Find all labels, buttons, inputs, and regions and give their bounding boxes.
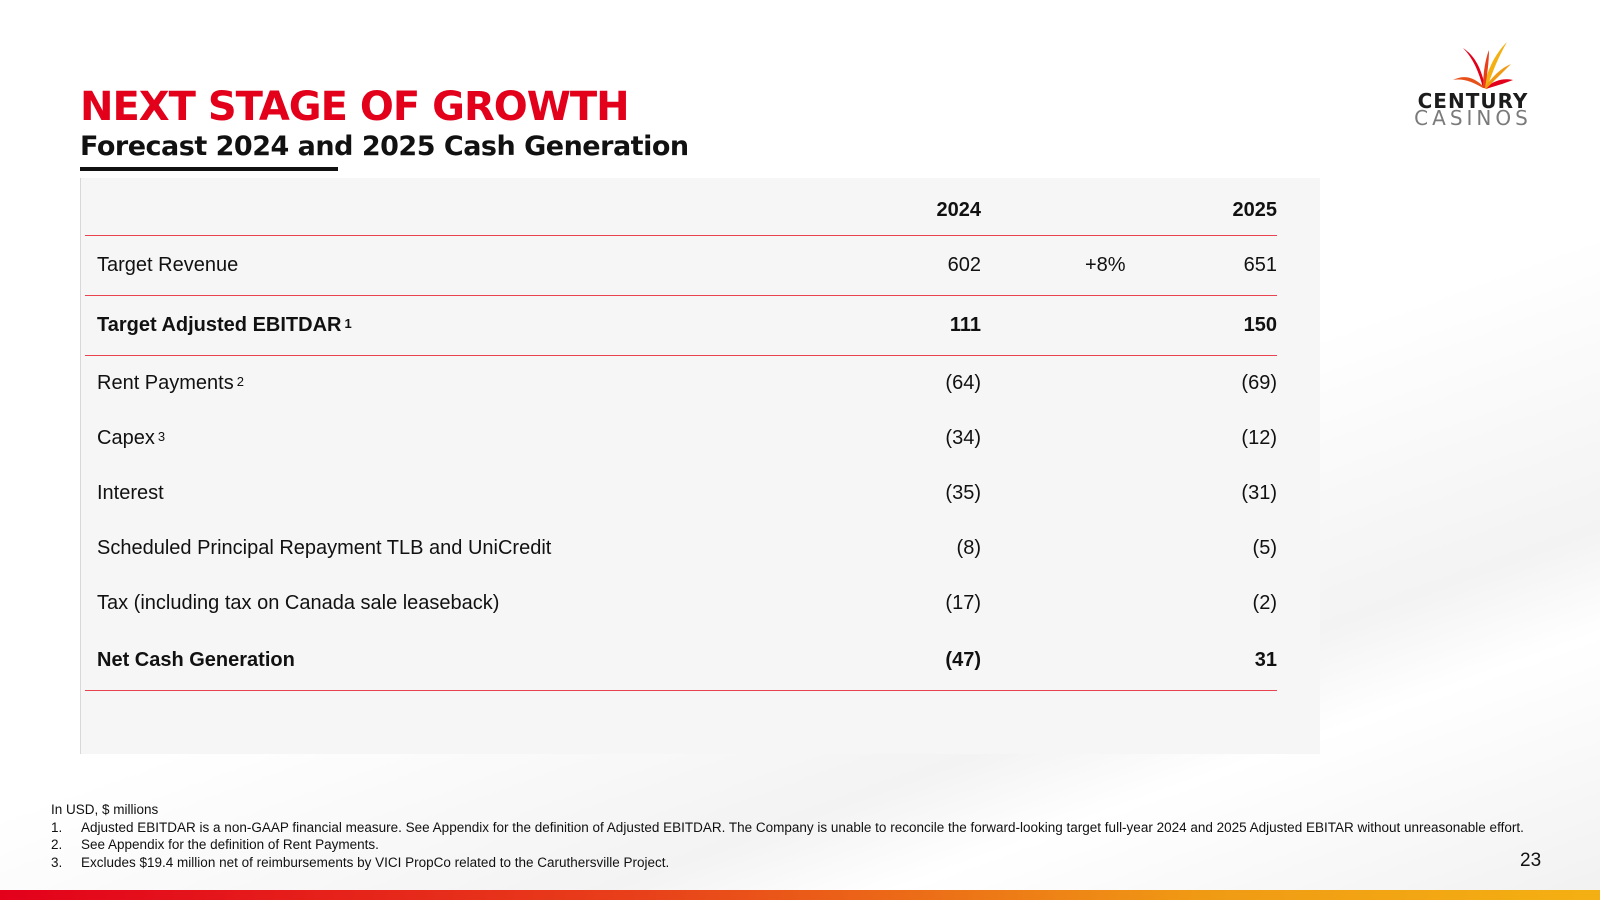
row-value-2024: (47) (945, 649, 981, 671)
row-label: Interest (97, 482, 164, 504)
header-2025: 2025 (1232, 199, 1278, 221)
row-label: Rent Payments 2 (97, 372, 244, 394)
row-value-2025: (12) (1241, 427, 1277, 449)
row-value-2025: 150 (1243, 314, 1277, 336)
table-row: Interest (35) (31) (85, 466, 1277, 521)
row-value-2024: (17) (945, 592, 981, 614)
cash-generation-table: 2024 2025 Target Revenue 602 +8% 651 Tar… (85, 186, 1277, 691)
footnote-item: 1. Adjusted EBITDAR is a non-GAAP financ… (51, 819, 1531, 837)
logo-wordmark-century: CENTURY (1417, 89, 1529, 113)
century-casinos-logo: CENTURY CASINOS (1398, 38, 1548, 130)
row-value-2025: 651 (1243, 254, 1277, 276)
row-growth: +8% (1085, 254, 1126, 276)
table-header-row: 2024 2025 (85, 186, 1277, 236)
footnote-item: 3. Excludes $19.4 million net of reimbur… (51, 854, 1531, 872)
footnotes-intro: In USD, $ millions (51, 802, 159, 817)
footnotes: In USD, $ millions 1. Adjusted EBITDAR i… (51, 801, 1531, 871)
header-2024: 2024 (936, 199, 982, 221)
table-row: Target Adjusted EBITDAR 1 111 150 (85, 296, 1277, 356)
row-label: Capex 3 (97, 427, 166, 449)
footnote-number: 2. (51, 837, 63, 852)
table-row: Net Cash Generation (47) 31 (85, 631, 1277, 691)
slide-title: NEXT STAGE OF GROWTH (80, 84, 630, 130)
footnote-number: 1. (51, 819, 63, 835)
logo-wordmark-casinos: CASINOS (1414, 106, 1532, 130)
row-value-2024: (35) (945, 482, 981, 504)
page-number: 23 (1520, 850, 1542, 871)
row-value-2025: (31) (1241, 482, 1277, 504)
row-value-2024: (34) (945, 427, 981, 449)
starburst-logo-icon (1453, 42, 1513, 89)
row-value-2024: 602 (947, 254, 981, 276)
row-value-2025: (2) (1252, 592, 1277, 614)
row-label: Net Cash Generation (97, 649, 295, 671)
table-panel (80, 178, 1320, 754)
table-row: Target Revenue 602 +8% 651 (85, 236, 1277, 296)
row-value-2024: (64) (945, 372, 981, 394)
row-label: Target Revenue (97, 254, 239, 276)
slide-subtitle: Forecast 2024 and 2025 Cash Generation (80, 131, 689, 162)
row-value-2025: 31 (1254, 649, 1277, 671)
table-row: Capex 3 (34) (12) (85, 411, 1277, 466)
footnote-item: 2. See Appendix for the definition of Re… (51, 836, 1531, 854)
row-label: Scheduled Principal Repayment TLB and Un… (97, 537, 552, 559)
row-value-2024: 111 (949, 314, 981, 336)
table-row: Tax (including tax on Canada sale leaseb… (85, 576, 1277, 631)
row-value-2025: (5) (1252, 537, 1277, 559)
row-label: Tax (including tax on Canada sale leaseb… (97, 592, 500, 614)
footnote-text: Adjusted EBITDAR is a non-GAAP financial… (81, 819, 1524, 835)
table-row: Rent Payments 2 (64) (69) (85, 356, 1277, 411)
subtitle-underline (80, 167, 338, 171)
bottom-gradient-bar (0, 890, 1600, 900)
footnote-number: 3. (51, 854, 63, 870)
row-label: Target Adjusted EBITDAR 1 (97, 314, 352, 336)
table-row: Scheduled Principal Repayment TLB and Un… (85, 521, 1277, 576)
footnote-text: See Appendix for the definition of Rent … (81, 837, 379, 852)
footnote-text: Excludes $19.4 million net of reimbursem… (81, 854, 670, 870)
row-value-2024: (8) (956, 537, 981, 559)
row-value-2025: (69) (1241, 372, 1277, 394)
